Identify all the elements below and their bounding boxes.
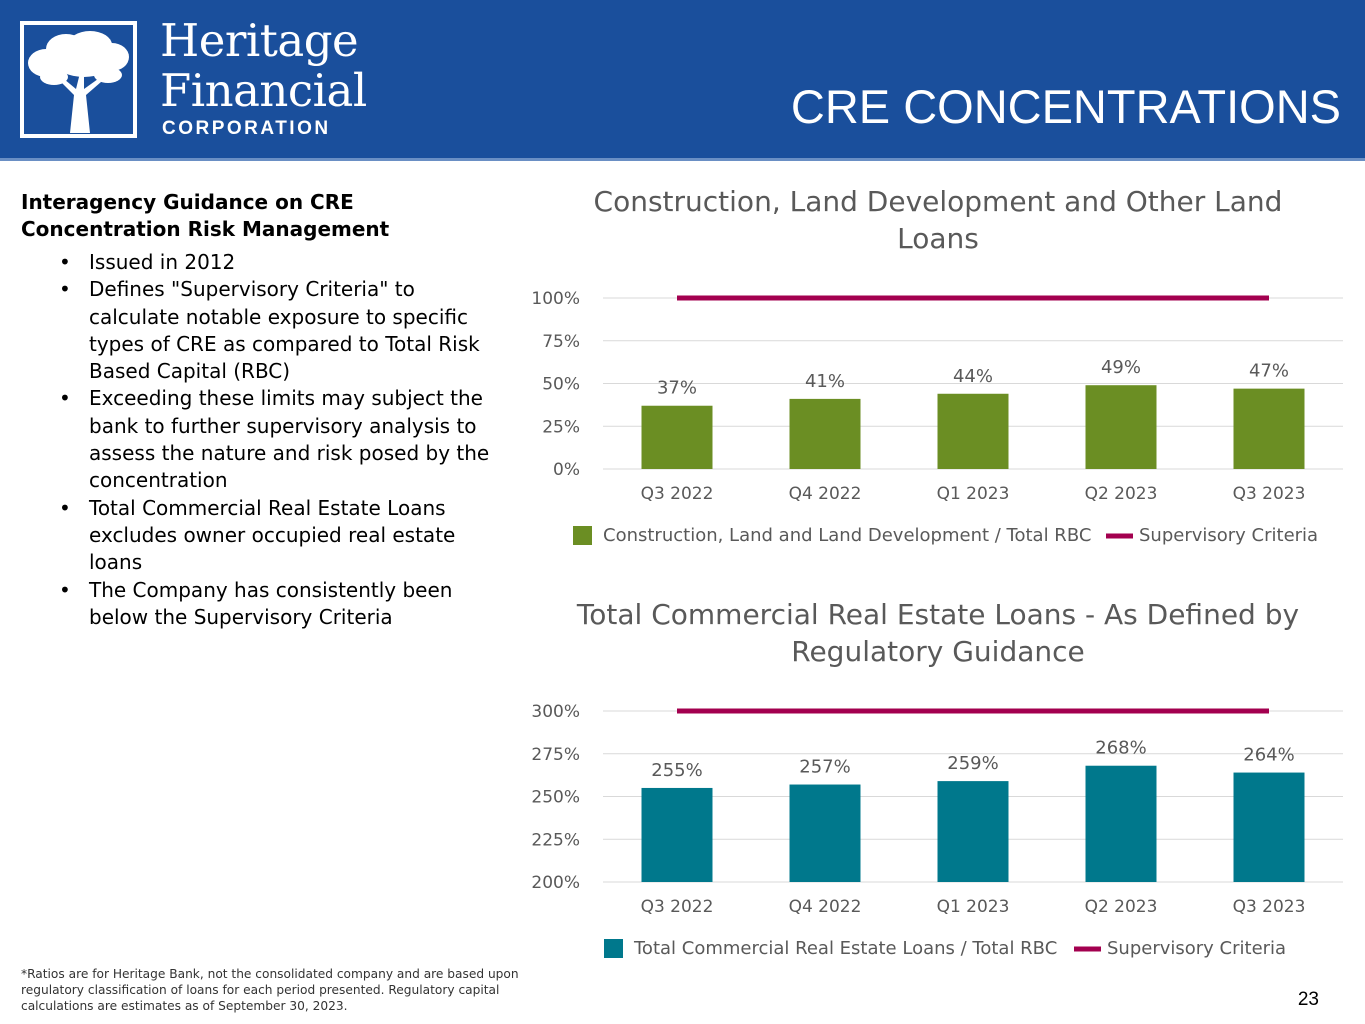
brand-corporation: CORPORATION [162,118,331,139]
construction-land-chart: Construction, Land Development and Other… [531,185,1343,546]
data-label: 264% [1243,745,1294,766]
data-label: 37% [657,378,697,399]
data-label: 44% [953,366,993,387]
x-tick-label: Q3 2022 [641,897,714,917]
bar [641,787,713,882]
x-tick-label: Q4 2022 [789,897,862,917]
bar [789,398,861,469]
tree-logo-icon [20,21,137,138]
y-tick-label: 25% [542,417,580,437]
y-tick-label: 100% [531,289,580,309]
bar [641,405,713,469]
legend-swatch-bar [573,526,592,545]
legend-label: Supervisory Criteria [1139,525,1318,546]
y-tick-label: 300% [531,702,580,722]
bar [937,393,1009,469]
data-label: 268% [1095,738,1146,759]
list-item: • The Company has consistently been below… [59,577,453,629]
x-tick-label: Q1 2023 [937,484,1010,504]
list-item: • Exceeding these limits may subject the … [59,386,490,493]
bar [1233,388,1305,469]
bar [1085,765,1157,882]
chart-title: Regulatory Guidance [791,635,1085,668]
bullet-icon: • [59,577,71,602]
y-tick-label: 200% [531,873,580,893]
chart-title: Construction, Land Development and Other… [594,185,1283,218]
x-tick-label: Q3 2022 [641,484,714,504]
y-tick-label: 275% [531,745,580,765]
legend-swatch-bar [604,939,623,958]
y-tick-label: 75% [542,332,580,352]
list-item: • Total Commercial Real Estate Loans excl… [59,495,456,575]
data-label: 255% [651,760,702,781]
bar [789,784,861,882]
bullet-icon: • [59,277,71,302]
guidance-bullet-list: • Issued in 2012 • Defines "Supervisory Cr… [21,249,511,631]
x-tick-label: Q1 2023 [937,897,1010,917]
bar [937,781,1009,882]
data-label: 47% [1249,361,1289,382]
data-label: 259% [947,753,998,774]
data-label: 49% [1101,357,1141,378]
x-tick-label: Q2 2023 [1085,484,1158,504]
x-tick-label: Q4 2022 [789,484,862,504]
chart-title: Loans [897,222,979,255]
list-item: • Issued in 2012 [21,249,511,276]
bar [1085,385,1157,469]
bullet-icon: • [59,386,71,411]
x-tick-label: Q2 2023 [1085,897,1158,917]
footnote: *Ratios are for Heritage Bank, not the c… [21,967,519,1013]
data-label: 257% [799,757,850,778]
page-number: 23 [1297,989,1319,1010]
chart-title: Total Commercial Real Estate Loans - As … [576,598,1299,631]
x-tick-label: Q3 2023 [1233,897,1306,917]
header-banner: Heritage Financial CORPORATION CRE CONCE… [0,0,1365,161]
data-label: 41% [805,371,845,392]
guidance-panel: Interagency Guidance on CRE Concentratio… [21,189,511,631]
page-title: CRE CONCENTRATIONS [790,80,1341,133]
y-tick-label: 50% [542,375,580,395]
x-tick-label: Q3 2023 [1233,484,1306,504]
bar [1233,772,1305,882]
bullet-icon: • [59,495,71,520]
legend-label: Supervisory Criteria [1107,938,1286,959]
list-item: • Defines "Supervisory Criteria" to calcu… [59,277,480,384]
guidance-heading: Interagency Guidance on CRE Concentratio… [21,190,390,241]
total-cre-loans-chart: Total Commercial Real Estate Loans - As … [531,598,1343,959]
y-tick-label: 250% [531,788,580,808]
y-tick-label: 0% [553,460,580,480]
y-tick-label: 225% [531,830,580,850]
legend-label: Construction, Land and Land Development … [603,525,1091,546]
legend-label: Total Commercial Real Estate Loans / Tot… [633,938,1057,959]
brand-name: Heritage Financial [160,14,367,117]
bullet-icon: • [59,250,71,274]
